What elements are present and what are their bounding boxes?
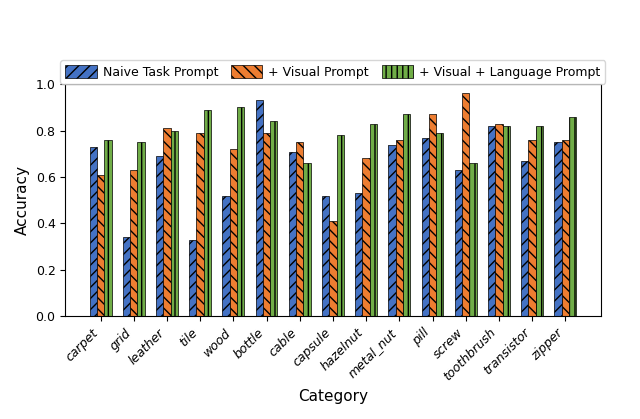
Bar	[222, 196, 230, 316]
Bar	[355, 193, 362, 316]
Bar	[196, 133, 204, 316]
Bar	[462, 93, 469, 316]
Bar	[130, 170, 138, 316]
Bar	[469, 163, 477, 316]
Bar	[436, 133, 444, 316]
Bar	[97, 175, 104, 316]
Bar	[536, 126, 543, 316]
Bar	[204, 110, 211, 316]
Bar	[521, 161, 529, 316]
Bar	[230, 149, 237, 316]
Bar	[163, 128, 171, 316]
Bar	[156, 156, 163, 316]
Y-axis label: Accuracy: Accuracy	[15, 165, 30, 235]
Legend: Naive Task Prompt, + Visual Prompt, + Visual + Language Prompt: Naive Task Prompt, + Visual Prompt, + Vi…	[61, 60, 605, 84]
Bar	[529, 140, 536, 316]
Bar	[502, 126, 510, 316]
Bar	[138, 142, 145, 316]
Bar	[562, 140, 569, 316]
Bar	[171, 131, 178, 316]
Bar	[289, 152, 296, 316]
Bar	[396, 140, 403, 316]
Bar	[123, 238, 130, 316]
Bar	[337, 135, 344, 316]
X-axis label: Category: Category	[298, 389, 368, 404]
Bar	[422, 137, 429, 316]
Bar	[554, 142, 562, 316]
Bar	[403, 114, 410, 316]
Bar	[495, 124, 502, 316]
Bar	[488, 126, 495, 316]
Bar	[455, 170, 462, 316]
Bar	[237, 107, 244, 316]
Bar	[329, 221, 337, 316]
Bar	[388, 145, 396, 316]
Bar	[90, 147, 97, 316]
Bar	[303, 163, 310, 316]
Bar	[429, 114, 436, 316]
Bar	[322, 196, 329, 316]
Bar	[263, 133, 270, 316]
Bar	[104, 140, 111, 316]
Bar	[362, 158, 370, 316]
Bar	[270, 122, 278, 316]
Bar	[296, 142, 303, 316]
Bar	[370, 124, 377, 316]
Bar	[255, 101, 263, 316]
Bar	[189, 240, 196, 316]
Bar	[569, 117, 576, 316]
